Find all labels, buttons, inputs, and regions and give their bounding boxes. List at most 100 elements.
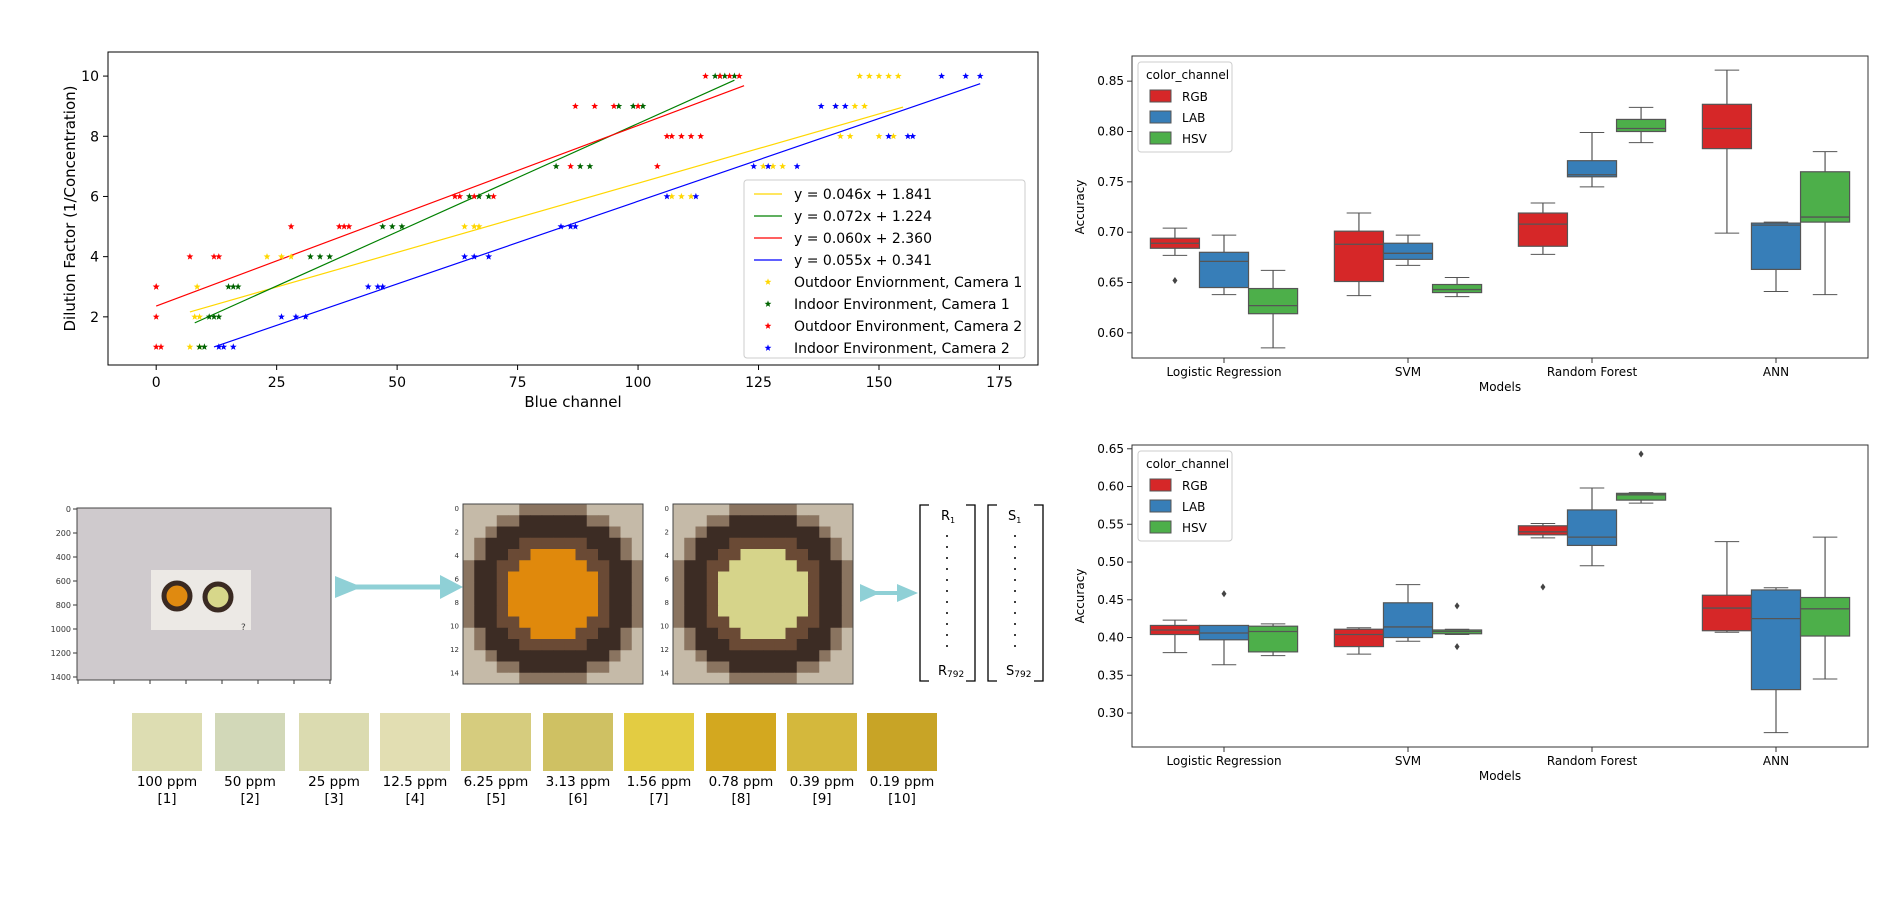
data-point	[711, 72, 719, 79]
data-point	[215, 253, 223, 260]
data-point	[634, 102, 642, 110]
data-point	[841, 102, 849, 110]
data-point	[335, 223, 343, 230]
data-point	[846, 132, 854, 140]
legend-swatch	[1149, 110, 1172, 124]
outlier	[1638, 450, 1644, 458]
legend	[1137, 450, 1233, 542]
legend-marker	[764, 278, 772, 285]
data-point	[851, 102, 859, 110]
box	[1750, 222, 1802, 271]
data-point	[875, 132, 883, 140]
box	[1198, 251, 1250, 289]
swatch-index: [3]	[324, 791, 344, 807]
data-point	[567, 162, 574, 170]
y-tick-label: 400	[56, 553, 71, 562]
data-point	[200, 343, 208, 350]
data-point	[196, 313, 203, 320]
data-point	[692, 192, 700, 200]
concentration-swatch	[215, 713, 285, 771]
y-tick-label: 1000	[51, 625, 71, 634]
legend-label: y = 0.046x + 1.841	[794, 187, 932, 203]
y-tick-label: 0.75	[1097, 175, 1124, 189]
box	[1333, 230, 1385, 283]
data-point	[678, 192, 685, 200]
swatch-index: [2]	[240, 791, 260, 807]
x-tick-label: SVM	[1395, 365, 1421, 379]
y-tick-label: 8	[90, 129, 99, 145]
concentration-swatch	[461, 713, 531, 771]
legend	[1137, 61, 1233, 153]
swatch-index: [8]	[731, 791, 751, 807]
data-point	[890, 132, 897, 140]
data-point	[678, 132, 685, 140]
data-point	[364, 283, 372, 290]
data-point	[191, 313, 199, 320]
data-point	[196, 343, 203, 350]
data-point	[668, 192, 676, 200]
swatch-concentration: 1.56 ppm	[626, 774, 692, 790]
data-point	[456, 192, 464, 200]
outlier	[1221, 590, 1227, 598]
legend-marker	[764, 322, 772, 329]
data-point	[639, 102, 647, 110]
y-tick-label: 4	[90, 250, 99, 266]
concentration-swatch	[787, 713, 857, 771]
data-point	[865, 72, 873, 79]
x-axis-label: Models	[1479, 380, 1521, 394]
y-tick-label: 6	[455, 576, 460, 584]
box	[1431, 283, 1483, 294]
data-point	[461, 253, 468, 260]
data-point	[576, 162, 584, 170]
y-tick-label: 10	[81, 69, 99, 85]
data-point	[234, 283, 242, 290]
x-axis-label: Models	[1479, 769, 1521, 783]
data-point	[817, 102, 825, 110]
data-point	[186, 343, 194, 350]
data-point	[885, 132, 892, 140]
y-tick-label: 1400	[51, 673, 71, 682]
swatch-label: 0.39 ppm [9]	[777, 774, 867, 808]
data-point	[861, 102, 868, 110]
x-tick-label: 0	[152, 375, 161, 391]
swatch-concentration: 0.19 ppm	[869, 774, 935, 790]
swatch-index: [6]	[568, 791, 588, 807]
data-point	[157, 343, 165, 350]
y-axis-label: Dilution Factor (1/Concentration)	[61, 86, 79, 332]
data-point	[215, 343, 223, 350]
data-point	[485, 253, 493, 260]
box	[1615, 492, 1667, 501]
legend-label: Indoor Environment, Camera 1	[794, 297, 1010, 313]
data-point	[302, 313, 309, 320]
legend-label: Outdoor Environment, Camera 2	[794, 319, 1022, 335]
data-point	[490, 192, 497, 200]
y-tick-label: 2	[455, 529, 459, 537]
data-point	[687, 132, 695, 140]
data-point	[388, 223, 396, 230]
legend-label: LAB	[1182, 500, 1205, 514]
y-tick-label: 0.65	[1097, 442, 1124, 456]
box	[1615, 118, 1667, 133]
y-tick-label: 0.40	[1097, 631, 1124, 645]
swatch-label: 100 ppm [1]	[122, 774, 212, 808]
swatch-index: [1]	[157, 791, 177, 807]
legend-label: RGB	[1182, 90, 1208, 104]
data-point	[976, 72, 984, 79]
legend	[743, 179, 1026, 359]
y-tick-label: 0.45	[1097, 593, 1124, 607]
swatch-concentration: 12.5 ppm	[382, 774, 448, 790]
data-point	[229, 283, 237, 290]
x-tick-label: SVM	[1395, 754, 1421, 768]
legend-title: color_channel	[1146, 457, 1229, 471]
y-tick-label: 0.70	[1097, 225, 1124, 239]
swatch-index: [9]	[812, 791, 832, 807]
x-tick-label: Random Forest	[1547, 365, 1638, 379]
data-point	[374, 283, 382, 290]
box	[1750, 589, 1802, 691]
box-chart-bottom: 0.30 0.35 0.40 0.45 0.50 0.55 0.60 0.65 Accuracy…	[1073, 442, 1869, 783]
swatch-concentration: 6.25 ppm	[463, 774, 529, 790]
data-point	[287, 223, 295, 230]
box	[1517, 525, 1569, 536]
y-tick-label: 10	[660, 623, 669, 631]
swatch-concentration: 3.13 ppm	[545, 774, 611, 790]
